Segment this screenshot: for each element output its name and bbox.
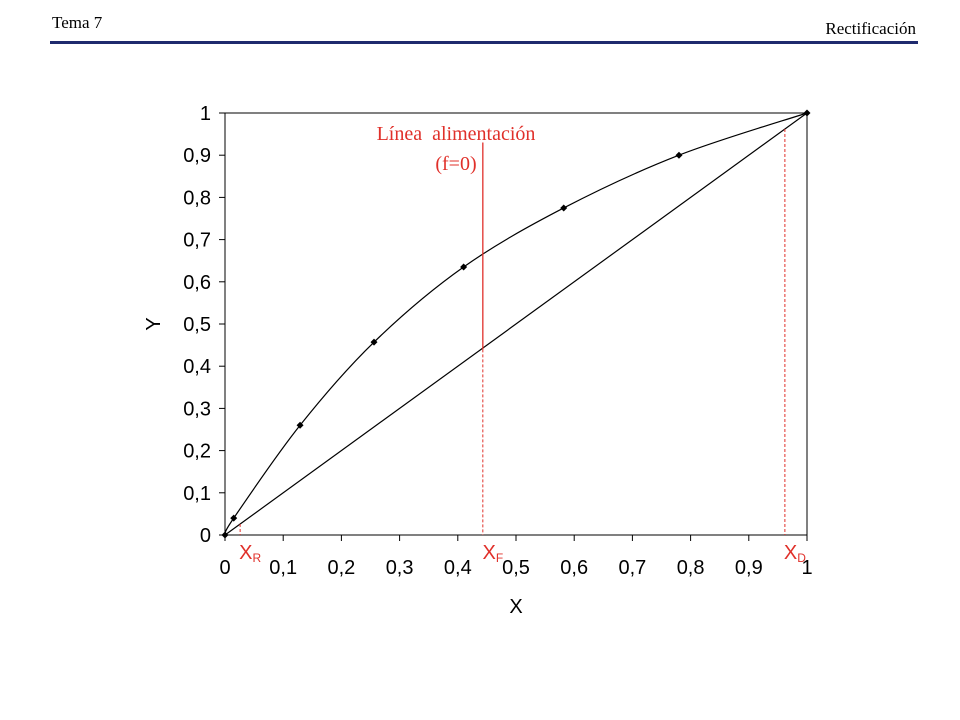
x-tick-label: 0,7 [618,557,646,579]
y-tick-label: 0,1 [183,483,211,505]
x-tick-label: 0,2 [327,557,355,579]
data-point [675,151,683,159]
composition-label: XR [239,542,261,565]
x-tick-label: 0,9 [735,557,763,579]
header-right: Rectificación [825,19,916,38]
y-tick-label: 0,6 [183,272,211,294]
x-axis-label: X [509,596,522,618]
composition-subscript: R [252,551,261,565]
x-tick-label: 0,4 [444,557,472,579]
data-point [370,338,378,346]
x-tick-label: 0,6 [560,557,588,579]
y-axis-label: Y [143,317,165,330]
header-rule [50,41,918,44]
y-tick-label: 0,2 [183,441,211,463]
x-tick-label: 0,3 [386,557,414,579]
composition-label: XF [482,542,503,565]
composition-symbol: X [239,542,252,564]
composition-subscript: D [797,551,806,565]
composition-symbol: X [784,542,797,564]
y-tick-label: 0,5 [183,314,211,336]
composition-label: XD [784,542,806,565]
y-tick-label: 0 [200,525,211,547]
y-tick-label: 0,8 [183,187,211,209]
y-tick-label: 0,3 [183,398,211,420]
composition-symbol: X [482,542,495,564]
x-tick-label: 1 [801,557,812,579]
series-line [224,112,808,536]
y-tick-label: 0,9 [183,145,211,167]
feed-line-label: (f=0) [435,153,476,175]
header-left: Tema 7 [52,13,103,32]
x-tick-label: 0,8 [677,557,705,579]
x-tick-label: 0,1 [269,557,297,579]
y-tick-label: 0,4 [183,356,211,378]
feed-line-label: Línea alimentación [377,123,536,145]
x-tick-label: 0 [219,557,230,579]
data-point [560,204,568,212]
composition-subscript: F [496,551,503,565]
y-tick-label: 0,7 [183,230,211,252]
data-point [230,514,238,522]
y-tick-label: 1 [200,103,211,125]
data-point [460,263,468,271]
x-tick-label: 0,5 [502,557,530,579]
data-point [296,421,304,429]
